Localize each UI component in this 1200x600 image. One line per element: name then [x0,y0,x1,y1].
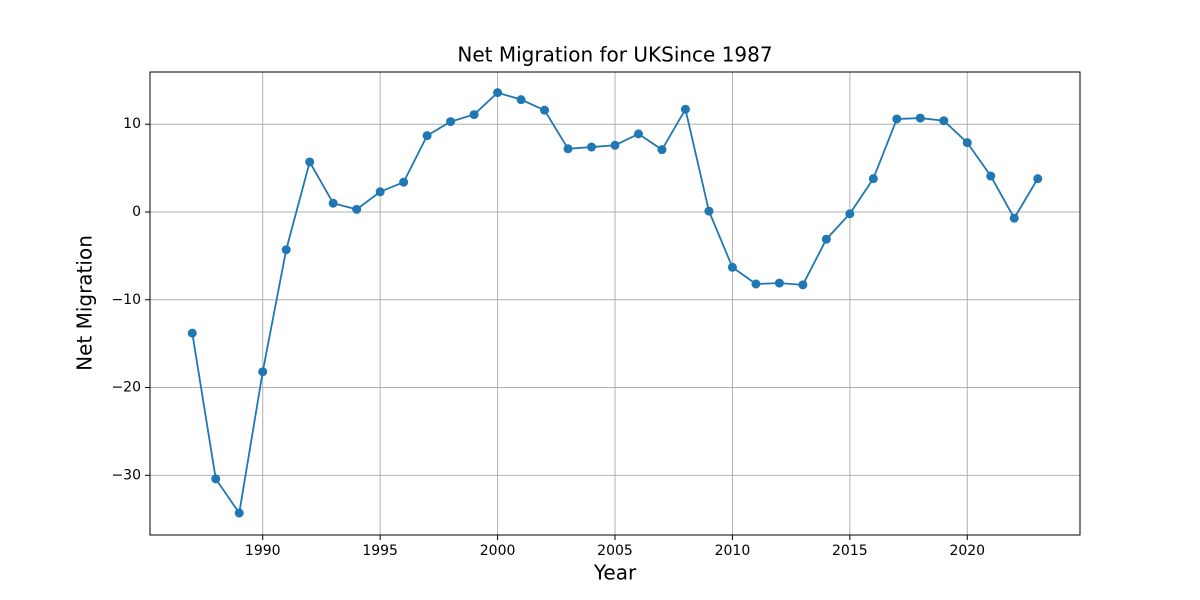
data-point [587,142,597,152]
x-tick-label: 2020 [949,543,985,559]
data-point [610,140,620,150]
x-tick-label: 1990 [245,543,281,559]
x-axis-label: Year [593,561,637,585]
data-point [704,206,714,216]
data-point [727,262,737,272]
x-tick-label: 2000 [480,543,516,559]
data-point [493,88,503,98]
data-point [399,177,409,187]
data-point [821,234,831,244]
data-point [1033,174,1043,184]
data-point [540,105,550,115]
data-point [446,117,456,127]
data-point [375,187,385,197]
data-point [751,279,761,289]
data-point [798,280,808,290]
data-point [211,474,221,484]
y-tick-label: 0 [132,204,141,220]
x-tick-label: 2005 [597,543,633,559]
x-tick-label: 2010 [715,543,751,559]
data-point [328,198,338,208]
data-point [915,113,925,123]
data-point [422,131,432,141]
y-tick-label: −30 [111,467,141,483]
data-point [187,328,197,338]
data-point [845,209,855,219]
data-point [939,116,949,126]
data-point [258,367,268,377]
chart-title: Net Migration for UKSince 1987 [457,43,772,67]
data-point [680,104,690,114]
data-point [868,174,878,184]
data-point [657,145,667,155]
y-tick-label: −10 [111,292,141,308]
y-tick-label: 10 [123,116,141,132]
data-point [633,129,643,139]
data-point [774,278,784,288]
data-point [962,138,972,148]
y-axis-label: Net Migration [73,235,97,371]
y-tick-label: −20 [111,380,141,396]
data-point [469,110,479,120]
data-point [986,171,996,181]
x-tick-label: 2015 [832,543,868,559]
data-point [516,95,526,105]
data-point [281,245,291,255]
data-point [892,114,902,124]
data-point [234,508,244,518]
x-tick-label: 1995 [362,543,398,559]
data-point [1009,213,1019,223]
data-point [352,204,362,214]
data-point [305,157,315,167]
data-point [563,144,573,154]
plot-frame [149,71,1081,536]
